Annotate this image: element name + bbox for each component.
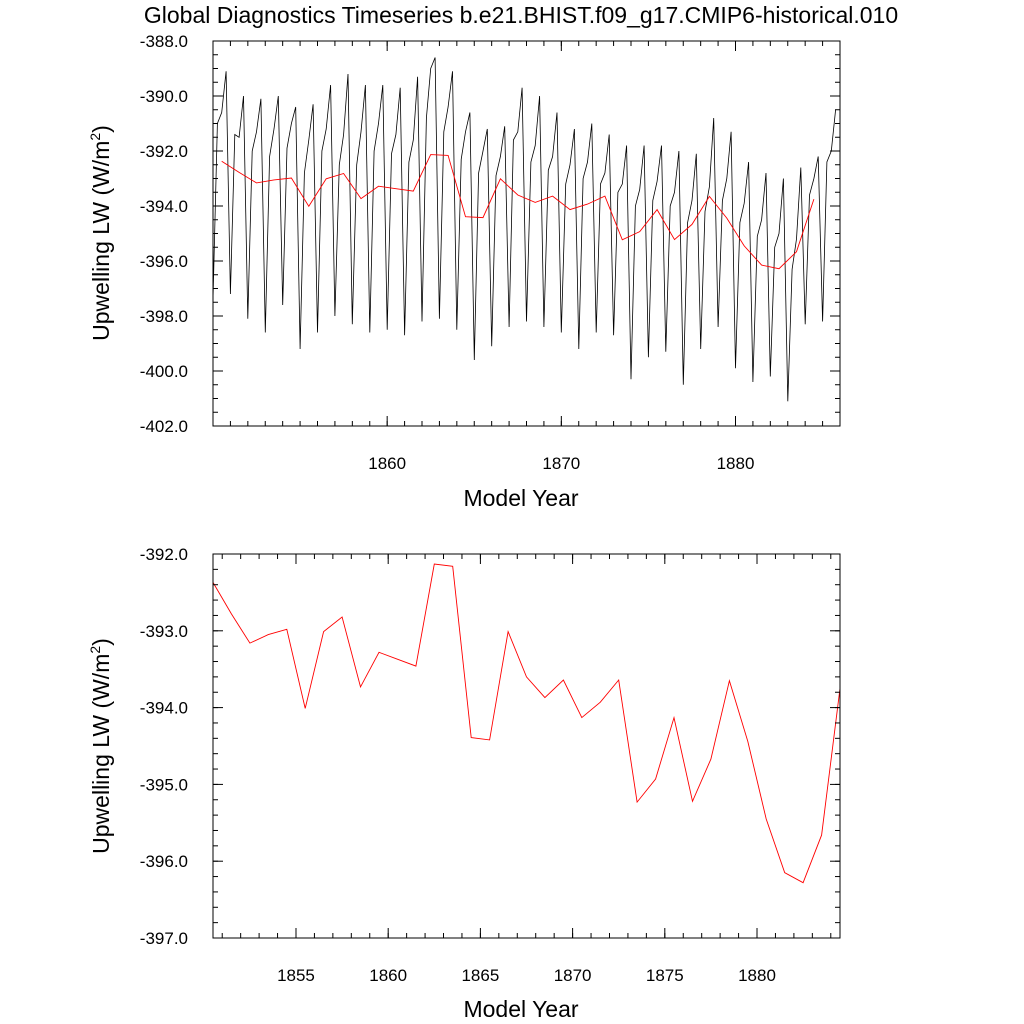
bottom-plot-frame — [212, 553, 841, 939]
top-panel: -402.0 -400.0 -398.0 -396.0 -394.0 -392.0 -390… — [87, 32, 841, 511]
top-y-tick-label: -390.0 — [140, 87, 188, 106]
top-y-tick-label: -400.0 — [140, 362, 188, 381]
top-y-tick-label: -398.0 — [140, 307, 188, 326]
top-series-line-0 — [212, 57, 836, 402]
bottom-y-tick-label: -394.0 — [140, 699, 188, 718]
bottom-y-tick-label: -397.0 — [140, 929, 188, 948]
bottom-plot-ticks: -397.0 -396.0 -395.0 -394.0 -393.0 -392.0 1855… — [140, 545, 840, 985]
top-plot-ticks: -402.0 -400.0 -398.0 -396.0 -394.0 -392.0 -390… — [140, 32, 841, 473]
top-x-axis-label: Model Year — [463, 485, 578, 511]
top-x-tick-label: 1860 — [368, 454, 406, 473]
top-plot-frame — [212, 40, 841, 427]
bottom-y-tick-label: -395.0 — [140, 775, 188, 794]
figure-title: Global Diagnostics Timeseries b.e21.BHIS… — [144, 2, 898, 28]
top-y-axis-label: Upwelling LW (W/m2) — [87, 125, 114, 341]
bottom-x-tick-label: 1865 — [461, 966, 499, 985]
top-x-tick-label: 1870 — [542, 454, 580, 473]
top-y-tick-label: -402.0 — [140, 417, 188, 436]
top-y-tick-label: -392.0 — [140, 142, 188, 161]
bottom-y-tick-label: -392.0 — [140, 545, 188, 564]
top-y-tick-label: -388.0 — [140, 32, 188, 51]
top-series-line-1 — [221, 154, 815, 270]
bottom-plot-series — [212, 563, 841, 884]
bottom-x-tick-label: 1875 — [646, 966, 684, 985]
top-plot-series — [212, 57, 836, 402]
bottom-x-tick-label: 1860 — [369, 966, 407, 985]
bottom-y-tick-label: -396.0 — [140, 852, 188, 871]
top-y-tick-label: -396.0 — [140, 252, 188, 271]
bottom-x-tick-label: 1870 — [554, 966, 592, 985]
bottom-panel: -397.0 -396.0 -395.0 -394.0 -393.0 -392.0 1855… — [87, 545, 841, 1022]
bottom-y-axis-label: Upwelling LW (W/m2) — [87, 638, 114, 854]
bottom-y-tick-label: -393.0 — [140, 622, 188, 641]
bottom-x-axis-label: Model Year — [463, 996, 578, 1022]
top-y-tick-label: -394.0 — [140, 197, 188, 216]
bottom-series-line-0 — [212, 563, 841, 884]
top-x-tick-label: 1880 — [717, 454, 755, 473]
bottom-x-tick-label: 1880 — [738, 966, 776, 985]
bottom-x-tick-label: 1855 — [277, 966, 315, 985]
